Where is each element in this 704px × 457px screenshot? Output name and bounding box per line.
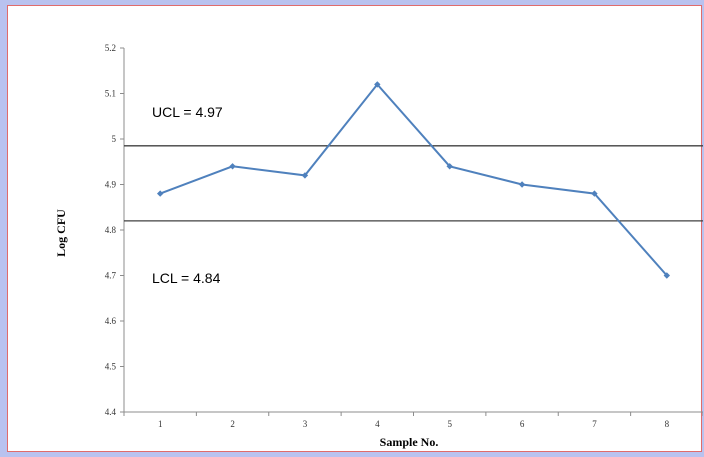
chart-svg: 4.4 4.5 4.6 4.7 4.8 4.9 5 5.1 5.2 1 2 3 4 5 6 7 8 UCL =…: [54, 43, 703, 449]
y-tick-label: 5: [112, 134, 117, 144]
y-tick-label: 4.6: [105, 316, 117, 326]
data-series: [156, 81, 671, 279]
y-tick-label: 4.7: [105, 271, 117, 281]
x-axis-title: Sample No.: [380, 435, 439, 449]
data-point: [663, 272, 671, 279]
y-axis: 4.4 4.5 4.6 4.7 4.8 4.9 5 5.1 5.2: [105, 43, 125, 417]
y-tick-label: 4.8: [105, 225, 117, 235]
ucl-label: UCL = 4.97: [152, 104, 223, 120]
x-tick-label: 4: [375, 419, 380, 429]
y-tick-label: 4.9: [105, 180, 117, 190]
control-limits: UCL = 4.97 LCL = 4.84: [124, 104, 703, 286]
data-point: [301, 172, 309, 179]
data-point: [156, 190, 164, 197]
x-axis: 1 2 3 4 5 6 7 8: [123, 411, 703, 429]
series-line: [159, 82, 668, 277]
y-axis-title: Log CFU: [54, 209, 68, 257]
x-tick-label: 8: [665, 419, 670, 429]
chart-frame: 4.4 4.5 4.6 4.7 4.8 4.9 5 5.1 5.2 1 2 3 4 5 6 7 8 UCL =…: [7, 5, 703, 452]
y-tick-label: 5.1: [105, 89, 116, 99]
y-tick-label: 4.4: [105, 407, 117, 417]
data-point: [518, 181, 526, 188]
data-point: [374, 81, 381, 88]
data-point: [446, 163, 453, 170]
lcl-label: LCL = 4.84: [152, 270, 221, 286]
x-tick-label: 2: [230, 419, 235, 429]
y-tick-label: 4.5: [105, 362, 117, 372]
x-tick-label: 3: [303, 419, 308, 429]
data-point: [591, 190, 598, 197]
x-tick-label: 6: [520, 419, 525, 429]
y-tick-label: 5.2: [105, 43, 116, 53]
data-point: [229, 163, 236, 170]
x-tick-label: 1: [158, 419, 163, 429]
x-tick-label: 7: [592, 419, 597, 429]
x-tick-label: 5: [447, 419, 452, 429]
